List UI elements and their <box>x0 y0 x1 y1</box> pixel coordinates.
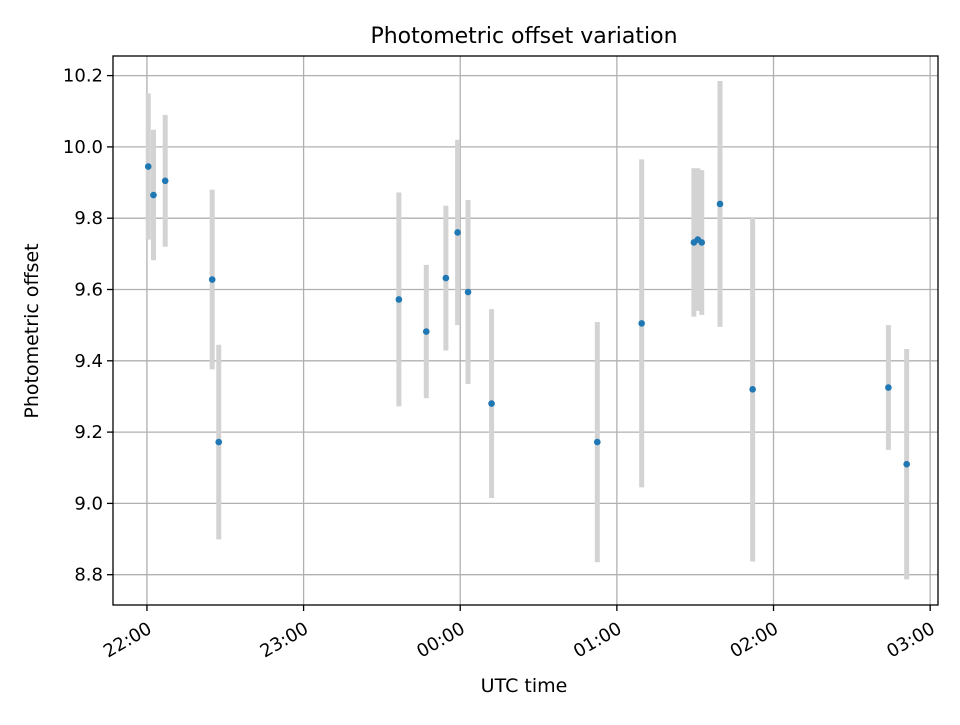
data-point <box>208 276 216 283</box>
chart-title: Photometric offset variation <box>370 24 677 49</box>
y-tick-label: 9.4 <box>74 351 103 372</box>
data-point <box>885 384 892 391</box>
y-tick-label: 9.2 <box>74 422 103 443</box>
y-tick-label: 9.0 <box>74 493 103 514</box>
data-point <box>422 328 430 335</box>
data-point <box>161 177 169 185</box>
y-tick-label: 10.2 <box>63 66 103 87</box>
y-tick-label: 10.0 <box>63 137 103 158</box>
x-axis-label: UTC time <box>481 675 568 697</box>
data-point <box>638 320 645 327</box>
grid-layer <box>113 56 938 605</box>
y-tick-label: 9.8 <box>74 208 103 229</box>
data-point <box>903 460 910 468</box>
data-point <box>593 438 601 446</box>
data-point <box>454 229 461 236</box>
data-point <box>150 191 157 199</box>
y-tick-label: 9.6 <box>74 280 103 301</box>
data-point <box>395 296 403 303</box>
y-tick-label: 8.8 <box>74 565 103 586</box>
data-point <box>698 239 706 246</box>
plot-frame <box>112 55 939 606</box>
data-point <box>215 438 223 446</box>
data-point <box>488 400 495 407</box>
point-layer <box>144 163 910 468</box>
data-point <box>442 274 450 282</box>
data-point <box>716 200 724 208</box>
data-point <box>144 163 152 170</box>
y-axis-label: Photometric offset <box>21 243 43 418</box>
data-point <box>464 288 472 296</box>
data-point <box>749 386 756 393</box>
